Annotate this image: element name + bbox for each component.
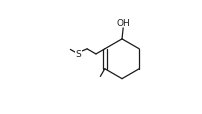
Text: OH: OH (117, 19, 131, 28)
Text: S: S (75, 50, 81, 59)
